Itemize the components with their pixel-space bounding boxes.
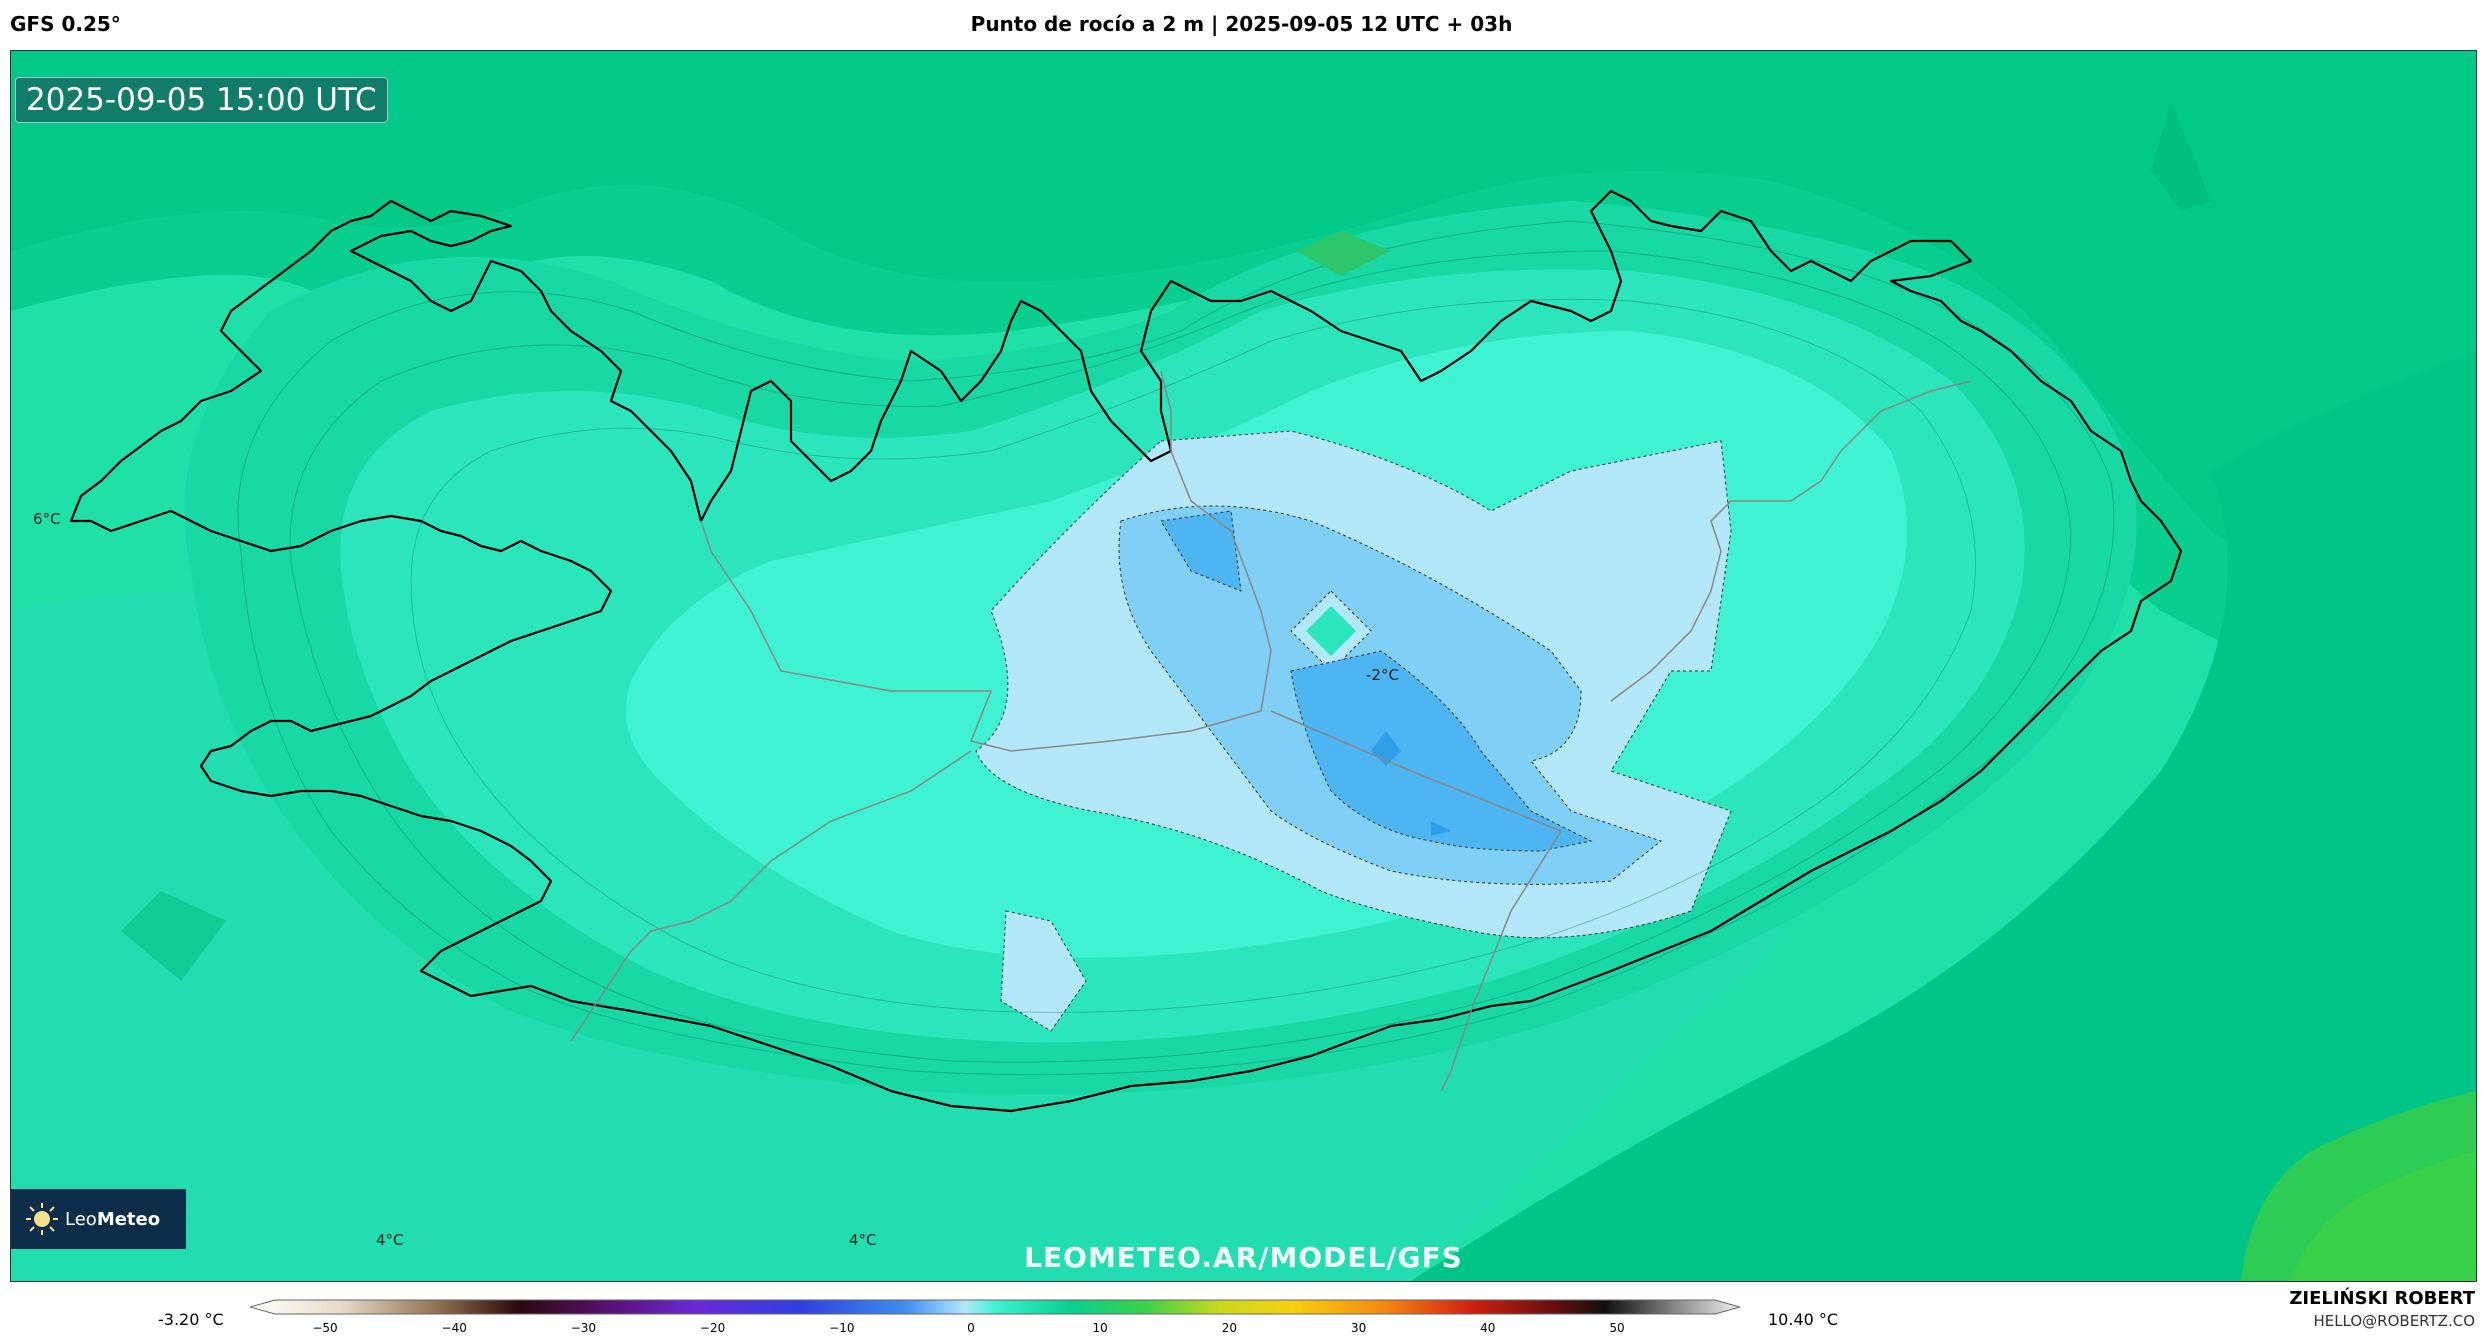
contour-label: 4°C	[376, 1231, 404, 1249]
colorbar	[250, 1299, 1740, 1315]
sea-patch-2	[121, 891, 226, 981]
colorbar-tick-label: 30	[1350, 1321, 1367, 1335]
sun-icon	[26, 1203, 58, 1235]
colorbar-tick-label: 40	[1480, 1321, 1496, 1335]
sea-patch	[1296, 231, 1391, 276]
contour-label: 6°C	[33, 510, 61, 528]
sea-patch-3	[2151, 101, 2211, 211]
colorbar-tick-label: −40	[441, 1321, 467, 1335]
colorbar-tick-label: 10	[1092, 1321, 1108, 1335]
leometeo-logo[interactable]: LeoMeteo	[11, 1189, 186, 1249]
warm-pocket-core	[1306, 606, 1356, 656]
map-panel[interactable]: 2025-09-05 15:00 UTC 6°C -2°C 4°C 4°C Le…	[10, 50, 2477, 1282]
coldest-core-2	[1431, 821, 1451, 836]
coldest-zone-2	[1290, 650, 1593, 852]
colorbar-tick-label: 0	[967, 1321, 975, 1335]
north-sea-zone	[11, 51, 2476, 751]
logo-text: LeoMeteo	[65, 1208, 161, 1230]
east-sea-zone	[1411, 351, 2476, 1281]
region-borders	[570, 370, 1972, 1092]
contour-label: -2°C	[1366, 666, 1399, 684]
colorbar-tick-label: −30	[570, 1321, 597, 1335]
warm-corner-2	[2291, 1151, 2476, 1281]
author-email[interactable]: HELLO@ROBERTZ.CO	[2313, 1312, 2475, 1330]
colorbar-tick-label: 50	[1609, 1321, 1625, 1335]
valid-time-badge: 2025-09-05 15:00 UTC	[15, 77, 388, 123]
iceland-coastline	[69, 189, 2183, 1113]
coldest-zone-1	[1160, 510, 1242, 592]
colorbar-tick-label: 20	[1221, 1321, 1238, 1335]
colorbar-tick-label: −50	[312, 1321, 338, 1335]
colorbar-tick-label: −20	[699, 1321, 726, 1335]
dewpoint-map	[11, 51, 2476, 1281]
colorbar-tick-label: −10	[829, 1321, 855, 1335]
chart-title: Punto de rocío a 2 m | 2025-09-05 12 UTC…	[970, 12, 1513, 36]
watermark: LEOMETEO.AR/MODEL/GFS	[1024, 1241, 1463, 1274]
author-name: ZIELIŃSKI ROBERT	[2289, 1288, 2475, 1309]
colorbar-min-label: -3.20 °C	[158, 1310, 224, 1329]
contour-label: 4°C	[849, 1231, 877, 1249]
pale-zone-south	[1000, 910, 1087, 1032]
colorbar-max-label: 10.40 °C	[1768, 1310, 1839, 1329]
model-label: GFS 0.25°	[10, 12, 121, 36]
contour-lines	[237, 220, 2115, 1076]
